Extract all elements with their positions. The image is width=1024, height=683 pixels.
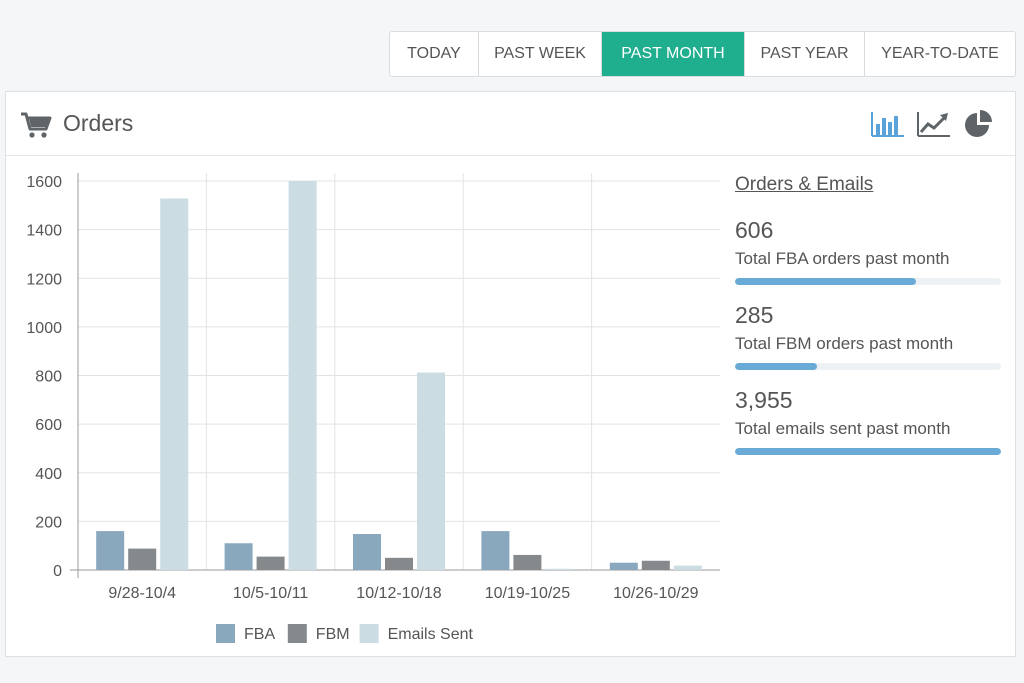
tab-year-to-date[interactable]: YEAR-TO-DATE xyxy=(881,45,999,62)
stat-value: 606 xyxy=(735,217,774,243)
pie-chart-icon[interactable] xyxy=(962,108,998,140)
bar xyxy=(96,531,125,570)
x-tick-label: 10/26-10/29 xyxy=(613,585,699,602)
shopping-cart-icon xyxy=(21,112,52,138)
legend-label: Emails Sent xyxy=(388,626,474,643)
stat-value: 285 xyxy=(735,302,774,328)
tab-past-year[interactable]: PAST YEAR xyxy=(745,32,865,76)
legend-label: FBA xyxy=(244,626,275,643)
bar xyxy=(256,556,285,570)
bar xyxy=(353,534,381,570)
legend-swatch xyxy=(216,624,235,643)
line-chart-icon[interactable] xyxy=(916,108,952,140)
stat-emails-sent: 3,955 Total emails sent past month xyxy=(735,386,1001,455)
stat-fba-orders: 606 Total FBA orders past month xyxy=(735,216,1001,285)
progress-fill xyxy=(735,278,916,285)
bar xyxy=(545,568,574,570)
y-tick-label: 1200 xyxy=(26,271,62,288)
x-tick-label: 10/19-10/25 xyxy=(485,585,571,602)
bar xyxy=(609,562,638,570)
panel-header: Orders xyxy=(6,92,1015,156)
legend-swatch xyxy=(287,624,307,643)
tab-past-week[interactable]: PAST WEEK xyxy=(479,32,602,76)
bar xyxy=(513,554,542,570)
bar xyxy=(481,531,510,570)
progress-track xyxy=(735,448,1001,455)
orders-bar-chart: 0 200 400 600 800 1000 1200 1400 1600 9/28-10/4 10… xyxy=(26,173,720,643)
progress-track xyxy=(735,363,1001,370)
stat-value: 3,955 xyxy=(735,387,793,413)
y-tick-label: 1400 xyxy=(26,223,62,240)
y-tick-label: 0 xyxy=(53,563,62,580)
progress-fill xyxy=(735,448,1001,455)
legend-swatch xyxy=(359,624,379,643)
stat-label: Total FBA orders past month xyxy=(735,249,950,268)
summary-title-link[interactable]: Orders & Emails xyxy=(735,174,874,195)
bar-chart-icon[interactable] xyxy=(870,108,906,140)
bar xyxy=(417,372,445,570)
tab-today[interactable]: TODAY xyxy=(390,32,479,76)
bar xyxy=(160,198,189,570)
bar xyxy=(673,565,702,570)
orders-panel: Orders 0 200 400 600 800 1000 1200 1400 1600 9/28… xyxy=(5,91,1016,657)
x-tick-label: 10/5-10/11 xyxy=(233,585,308,602)
y-tick-label: 200 xyxy=(35,514,62,531)
orders-emails-summary: Orders & Emails 606 Total FBA orders pas… xyxy=(735,174,1001,471)
panel-title: Orders xyxy=(63,110,134,136)
bar xyxy=(288,181,317,570)
legend-label: FBM xyxy=(316,626,350,643)
x-tick-label: 9/28-10/4 xyxy=(108,585,176,602)
progress-fill xyxy=(735,363,818,370)
stat-fbm-orders: 285 Total FBM orders past month xyxy=(735,301,1001,370)
progress-track xyxy=(735,278,1001,285)
bar xyxy=(224,543,253,570)
bar xyxy=(385,557,413,570)
bar xyxy=(128,548,157,570)
y-tick-label: 1600 xyxy=(26,174,62,191)
y-tick-label: 1000 xyxy=(26,320,62,337)
tab-past-month[interactable]: PAST MONTH xyxy=(602,32,745,76)
y-tick-label: 600 xyxy=(35,417,62,434)
stat-label: Total FBM orders past month xyxy=(735,334,954,353)
stat-label: Total emails sent past month xyxy=(735,419,951,438)
y-tick-label: 400 xyxy=(35,466,62,483)
date-range-tabs: TODAY PAST WEEK PAST MONTH PAST YEAR YEA… xyxy=(389,31,1016,77)
x-tick-label: 10/12-10/18 xyxy=(356,585,442,602)
bar xyxy=(641,560,670,570)
y-tick-label: 800 xyxy=(35,369,62,386)
